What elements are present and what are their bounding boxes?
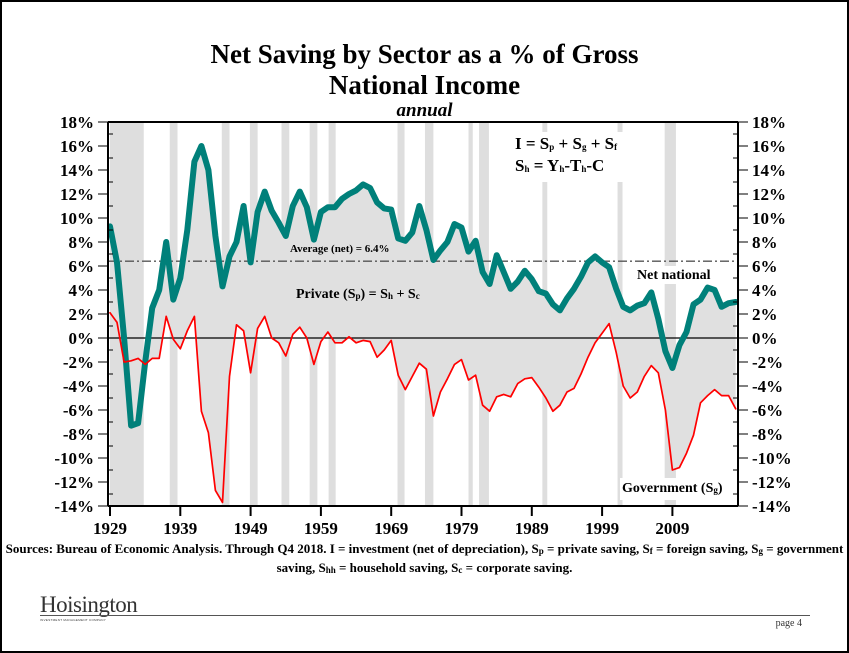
chart-subtitle: annual	[396, 100, 453, 121]
left-y-tick-label: -10%	[54, 449, 94, 468]
left-y-tick-label: 6%	[69, 257, 95, 276]
x-tick-label: 1929	[93, 519, 127, 538]
x-tick-label: 1949	[234, 519, 268, 538]
left-y-tick-label: -8%	[63, 425, 94, 444]
left-y-tick-label: -14%	[54, 497, 94, 516]
x-tick-label: 2009	[655, 519, 689, 538]
left-y-tick-label: 10%	[60, 209, 94, 228]
right-y-tick-label: -8%	[752, 425, 783, 444]
right-y-tick-label: -12%	[752, 473, 792, 492]
x-tick-label: 1939	[163, 519, 197, 538]
left-y-tick-label: 18%	[60, 113, 94, 132]
right-y-tick-label: 18%	[752, 113, 786, 132]
x-tick-label: 1999	[585, 519, 619, 538]
x-tick-label: 1969	[374, 519, 408, 538]
footer-rule	[40, 615, 810, 616]
left-y-tick-label: -6%	[63, 401, 94, 420]
right-y-tick-label: -14%	[752, 497, 792, 516]
right-y-tick-label: 0%	[752, 329, 778, 348]
net-national-label: Net national	[637, 268, 711, 283]
right-y-tick-label: -2%	[752, 353, 783, 372]
right-y-tick-label: 14%	[752, 161, 786, 180]
x-tick-label: 1959	[304, 519, 338, 538]
left-y-tick-label: 16%	[60, 137, 94, 156]
company-logo: Hoisington	[40, 592, 138, 617]
left-y-tick-label: 0%	[69, 329, 95, 348]
government-line	[109, 311, 737, 504]
right-y-tick-label: 6%	[752, 257, 778, 276]
chart-title-line-2: National Income	[328, 70, 521, 100]
right-y-tick-label: 12%	[752, 185, 786, 204]
right-y-tick-label: 2%	[752, 305, 778, 324]
right-y-tick-label: 10%	[752, 209, 786, 228]
net-national-line	[107, 143, 739, 429]
right-y-tick-label: 16%	[752, 137, 786, 156]
left-y-tick-label: 12%	[60, 185, 94, 204]
source-note: Sources: Bureau of Economic Analysis. Th…	[5, 541, 844, 575]
x-tick-label: 1989	[515, 519, 549, 538]
gov-label-bg	[620, 478, 735, 500]
left-y-tick-label: -2%	[63, 353, 94, 372]
annotations: I = Sp + Sg + Sf Sh = Yh-Th-C Average (net…	[290, 134, 723, 496]
axes: 18% 18% 16% 16% 14% 14% 12% 12% 10% 10% 8% 8% 6% 6% 4%…	[54, 113, 791, 538]
private-saving-label: Private (Sp) = Sh + Sc	[296, 287, 420, 302]
recession-band	[664, 122, 676, 506]
chart-title-line-1: Net Saving by Sector as a % of Gross	[210, 39, 639, 69]
right-y-tick-label: 4%	[752, 281, 778, 300]
right-y-tick-label: 8%	[752, 233, 778, 252]
formula-label-bg	[494, 132, 644, 182]
company-logo-subtext: INVESTMENT MANAGEMENT COMPANY	[40, 618, 107, 622]
right-y-tick-label: -6%	[752, 401, 783, 420]
x-tick-label: 1979	[445, 519, 479, 538]
average-label: Average (net) = 6.4%	[290, 243, 390, 255]
private-saving-area	[110, 146, 736, 503]
formula-household-saving: Sh = Yh-Th-C	[515, 156, 604, 175]
left-y-tick-label: 4%	[69, 281, 95, 300]
private-saving-area-fill	[110, 146, 736, 503]
left-y-tick-label: 14%	[60, 161, 94, 180]
formula-investment: I = Sp + Sg + Sf	[515, 134, 617, 153]
left-y-tick-label: -4%	[63, 377, 94, 396]
page-number: page 4	[775, 618, 802, 629]
series-lines	[107, 143, 739, 504]
left-y-tick-label: 2%	[69, 305, 95, 324]
right-y-tick-label: -10%	[752, 449, 792, 468]
government-label: Government (Sg)	[622, 481, 723, 496]
left-y-tick-label: 8%	[69, 233, 95, 252]
right-y-tick-label: -4%	[752, 377, 783, 396]
label-backgrounds	[494, 132, 735, 500]
net-label-bg	[632, 266, 732, 284]
left-y-tick-label: -12%	[54, 473, 94, 492]
